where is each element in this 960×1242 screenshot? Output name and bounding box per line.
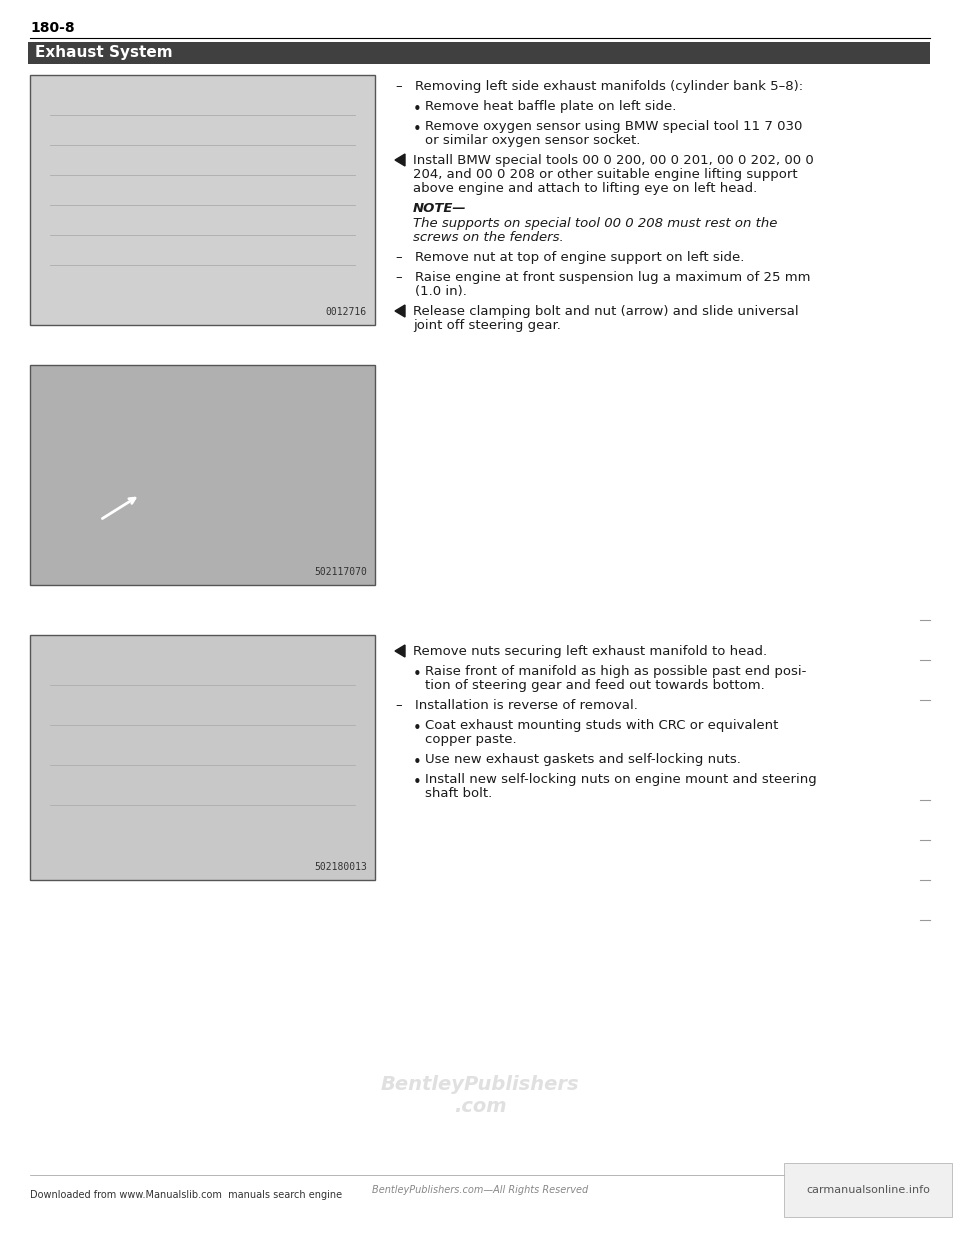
Text: –: – <box>395 699 401 712</box>
FancyBboxPatch shape <box>30 365 375 585</box>
Text: Coat exhaust mounting studs with CRC or equivalent: Coat exhaust mounting studs with CRC or … <box>425 719 779 732</box>
Text: Raise engine at front suspension lug a maximum of 25 mm: Raise engine at front suspension lug a m… <box>415 271 810 284</box>
FancyBboxPatch shape <box>30 635 375 881</box>
Text: tion of steering gear and feed out towards bottom.: tion of steering gear and feed out towar… <box>425 679 765 692</box>
Text: carmanualsonline.info: carmanualsonline.info <box>806 1185 930 1195</box>
Text: •: • <box>413 722 421 737</box>
Text: –: – <box>395 251 401 265</box>
Text: above engine and attach to lifting eye on left head.: above engine and attach to lifting eye o… <box>413 183 757 195</box>
Text: Installation is reverse of removal.: Installation is reverse of removal. <box>415 699 637 712</box>
Text: •: • <box>413 667 421 682</box>
Polygon shape <box>395 154 405 166</box>
Text: NOTE—: NOTE— <box>413 202 467 215</box>
Text: Remove heat baffle plate on left side.: Remove heat baffle plate on left side. <box>425 101 677 113</box>
Text: Exhaust System: Exhaust System <box>35 46 173 61</box>
FancyBboxPatch shape <box>28 42 930 65</box>
Text: Release clamping bolt and nut (arrow) and slide universal: Release clamping bolt and nut (arrow) an… <box>413 306 799 318</box>
Text: or similar oxygen sensor socket.: or similar oxygen sensor socket. <box>425 134 640 147</box>
Polygon shape <box>395 645 405 657</box>
Text: 204, and 00 0 208 or other suitable engine lifting support: 204, and 00 0 208 or other suitable engi… <box>413 168 798 181</box>
Text: 502180013: 502180013 <box>314 862 367 872</box>
Text: The supports on special tool 00 0 208 must rest on the: The supports on special tool 00 0 208 mu… <box>413 217 778 230</box>
Text: Removing left side exhaust manifolds (cylinder bank 5–8):: Removing left side exhaust manifolds (cy… <box>415 79 804 93</box>
Text: (1.0 in).: (1.0 in). <box>415 284 467 298</box>
Text: screws on the fenders.: screws on the fenders. <box>413 231 564 243</box>
Text: 0012716: 0012716 <box>325 307 367 317</box>
Text: •: • <box>413 775 421 790</box>
Text: BentleyPublishers
.com: BentleyPublishers .com <box>381 1074 579 1115</box>
Text: shaft bolt.: shaft bolt. <box>425 787 492 800</box>
FancyBboxPatch shape <box>30 75 375 325</box>
Text: Raise front of manifold as high as possible past end posi-: Raise front of manifold as high as possi… <box>425 664 806 678</box>
Text: •: • <box>413 122 421 137</box>
Text: copper paste.: copper paste. <box>425 733 516 746</box>
Text: •: • <box>413 755 421 770</box>
Text: 502117070: 502117070 <box>314 568 367 578</box>
Text: Remove nuts securing left exhaust manifold to head.: Remove nuts securing left exhaust manifo… <box>413 645 767 658</box>
Text: Use new exhaust gaskets and self-locking nuts.: Use new exhaust gaskets and self-locking… <box>425 753 741 766</box>
Text: Downloaded from www.Manualslib.com  manuals search engine: Downloaded from www.Manualslib.com manua… <box>30 1190 342 1200</box>
Text: joint off steering gear.: joint off steering gear. <box>413 319 561 332</box>
Text: Remove oxygen sensor using BMW special tool 11 7 030: Remove oxygen sensor using BMW special t… <box>425 120 803 133</box>
Text: –: – <box>395 79 401 93</box>
Text: Install new self-locking nuts on engine mount and steering: Install new self-locking nuts on engine … <box>425 773 817 786</box>
Text: –: – <box>395 271 401 284</box>
Polygon shape <box>395 306 405 317</box>
Text: Remove nut at top of engine support on left side.: Remove nut at top of engine support on l… <box>415 251 744 265</box>
Text: BentleyPublishers.com—All Rights Reserved: BentleyPublishers.com—All Rights Reserve… <box>372 1185 588 1195</box>
Text: 180-8: 180-8 <box>30 21 75 35</box>
Text: •: • <box>413 102 421 117</box>
Text: Install BMW special tools 00 0 200, 00 0 201, 00 0 202, 00 0: Install BMW special tools 00 0 200, 00 0… <box>413 154 814 166</box>
